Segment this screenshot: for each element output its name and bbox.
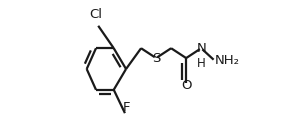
Text: NH₂: NH₂ bbox=[215, 54, 240, 67]
Text: N: N bbox=[196, 42, 206, 55]
Text: O: O bbox=[181, 79, 192, 92]
Text: Cl: Cl bbox=[89, 8, 102, 21]
Text: S: S bbox=[152, 52, 160, 65]
Text: F: F bbox=[122, 101, 130, 114]
Text: H: H bbox=[197, 57, 206, 70]
